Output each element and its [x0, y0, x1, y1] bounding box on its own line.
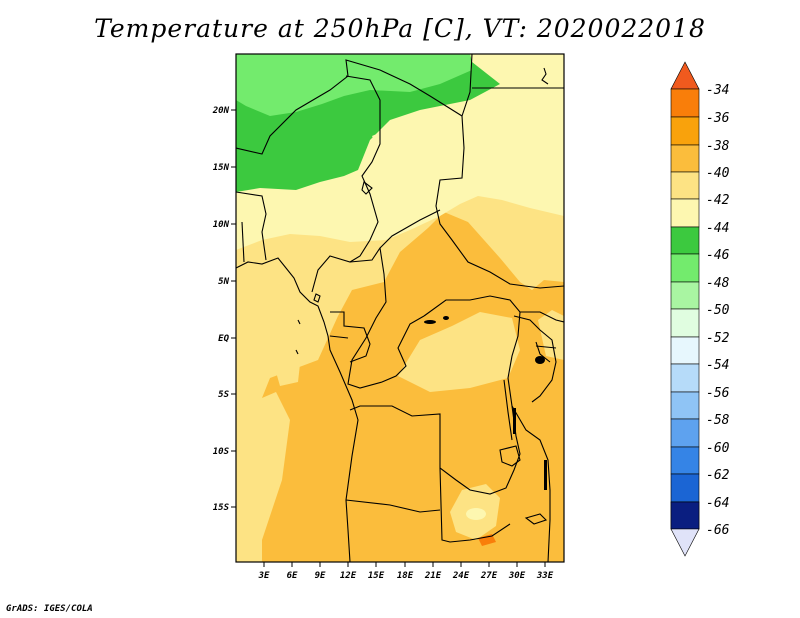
lat-label-10s: 10S — [213, 447, 230, 457]
lakes — [424, 316, 547, 490]
lon-label-6e: 6E — [287, 571, 298, 581]
colorbar-label: -40 — [706, 166, 730, 181]
lon-label-21e: 21E — [424, 571, 442, 581]
colorbar-label: -54 — [706, 358, 729, 373]
lat-label-15n: 15N — [213, 163, 230, 173]
colorbar-labels: -34 -36 -38 -40 -42 -44 -46 -48 -50 -52 … — [706, 83, 730, 538]
colorbar-bottom-arrow — [670, 528, 700, 557]
lon-label-18e: 18E — [397, 571, 414, 581]
colorbar-label: -60 — [706, 441, 730, 456]
colorbar-swatch-44 — [670, 198, 700, 228]
colorbar-swatch-38 — [670, 116, 700, 146]
map-frame — [235, 53, 565, 563]
lake-victoria — [535, 356, 545, 364]
temperature-field — [236, 54, 564, 562]
colorbar-swatch-42 — [670, 171, 700, 200]
colorbar-swatch-64 — [670, 473, 700, 503]
colorbar-label: -36 — [706, 111, 730, 126]
band-minus36 — [478, 534, 496, 546]
lat-axis: 20N 15N 10N 5N EQ 5S 10S 15S — [212, 106, 236, 513]
country-borders — [236, 54, 564, 562]
colorbar-swatch-40 — [670, 144, 700, 173]
colorbar — [670, 61, 700, 557]
band-minus40-interior — [398, 312, 520, 392]
band-minus42-strip — [372, 118, 424, 144]
colorbar-swatch-bottom — [670, 501, 700, 530]
colorbar-swatch-62 — [670, 446, 700, 475]
lat-label-eq: EQ — [218, 334, 229, 344]
lat-label-5n: 5N — [218, 277, 229, 287]
lon-label-12e: 12E — [340, 571, 357, 581]
lon-label-27e: 27E — [480, 571, 498, 581]
colorbar-swatch-56 — [670, 363, 700, 393]
colorbar-label: -56 — [706, 386, 730, 401]
lon-label-15e: 15E — [368, 571, 385, 581]
colorbar-swatch-50 — [670, 281, 700, 310]
lat-label-5s: 5S — [218, 390, 229, 400]
lon-label-9e: 9E — [315, 571, 326, 581]
colorbar-swatch-58 — [670, 391, 700, 420]
colorbar-label: -62 — [706, 468, 730, 483]
lon-label-24e: 24E — [452, 571, 470, 581]
colorbar-label: -48 — [706, 276, 730, 291]
band-minus38 — [262, 212, 564, 562]
colorbar-swatch-36 — [670, 88, 700, 118]
colorbar-swatch-60 — [670, 418, 700, 448]
lon-axis: 3E 6E 9E 12E 15E 18E 21E 24E 27E 30E 33E — [258, 562, 554, 581]
colorbar-label: -38 — [706, 139, 730, 154]
lat-label-20n: 20N — [212, 106, 230, 116]
band-minus46 — [236, 54, 472, 116]
lake-tanganyika — [513, 408, 516, 434]
colorbar-label: -44 — [706, 221, 729, 236]
band-minus40-east — [538, 310, 564, 360]
lat-label-15s: 15S — [213, 503, 230, 513]
colorbar-label: -50 — [706, 303, 730, 318]
colorbar-label: -42 — [706, 193, 730, 208]
colorbar-label: -46 — [706, 248, 730, 263]
colorbar-swatch-54 — [670, 336, 700, 365]
colorbar-swatch-46 — [670, 226, 700, 255]
colorbar-swatch-48 — [670, 253, 700, 283]
colorbar-label: -52 — [706, 331, 730, 346]
colorbar-top-arrow — [670, 61, 700, 90]
band-minus42-south — [466, 508, 486, 520]
lon-label-33e: 33E — [536, 571, 554, 581]
band-minus40-west-a — [276, 364, 300, 386]
band-minus40-west-b — [243, 454, 262, 474]
map-title: Temperature at 250hPa [C], VT: 202002201… — [94, 14, 706, 43]
colorbar-label: -66 — [706, 523, 730, 538]
colorbar-label: -58 — [706, 413, 730, 428]
lon-label-3e: 3E — [258, 571, 270, 581]
lake-malawi — [544, 460, 547, 490]
lat-label-10n: 10N — [213, 220, 230, 230]
lon-label-30e: 30E — [508, 571, 526, 581]
colorbar-swatch-52 — [670, 308, 700, 338]
colorbar-label: -34 — [706, 83, 729, 98]
grads-credit: GrADS: IGES/COLA — [6, 604, 93, 614]
colorbar-label: -64 — [706, 496, 729, 511]
